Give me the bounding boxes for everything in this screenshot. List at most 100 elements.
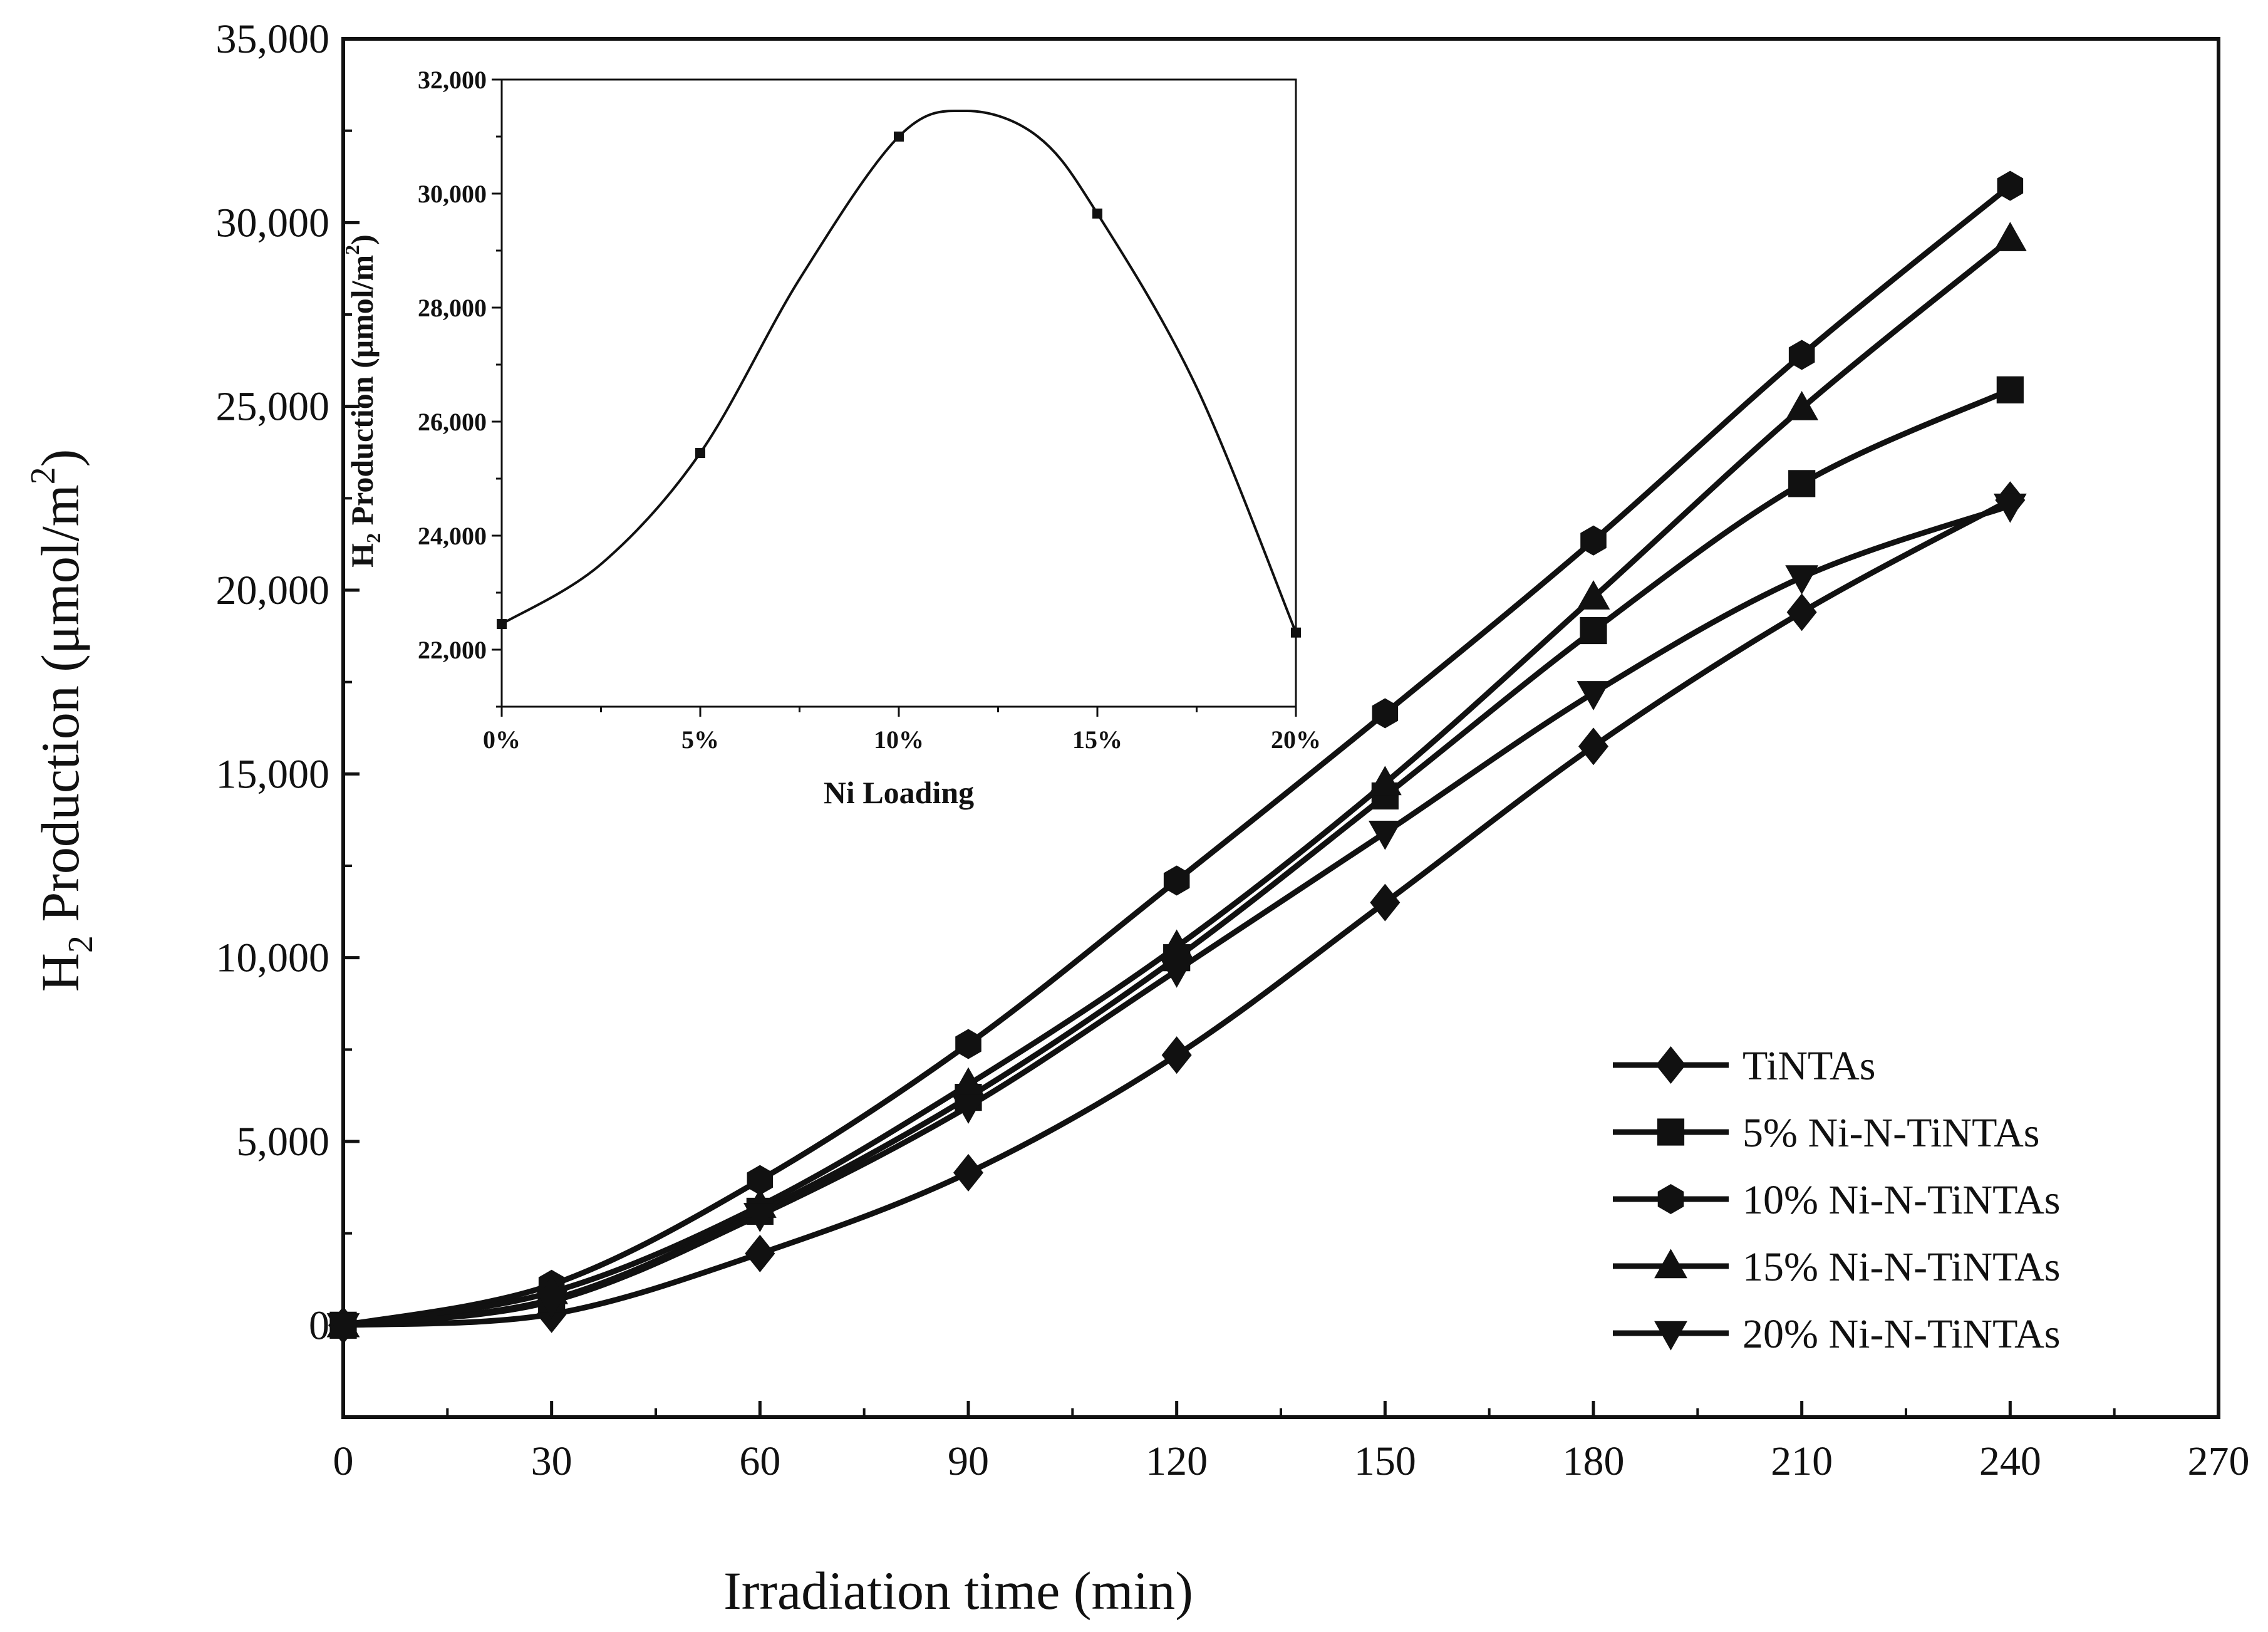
inset-y-axis-title-rest: Production (μmol/m (344, 255, 380, 533)
y-tick-label: 15,000 (216, 751, 330, 797)
data-point (1577, 580, 1610, 610)
series-line (343, 497, 2012, 1328)
y-tick-label: 20,000 (216, 568, 330, 613)
y-tick-label: 30,000 (216, 200, 330, 246)
legend-marker (1657, 1184, 1684, 1214)
inset-x-tick-label: 15% (1072, 725, 1122, 754)
data-point (1785, 391, 1819, 420)
inset-plot-frame (500, 78, 1297, 708)
y-axis-title-rest: Production (μmol/m (30, 484, 90, 935)
legend-label: TiNTAs (1742, 1043, 1875, 1089)
x-tick-label: 90 (948, 1438, 989, 1484)
inset-y-tick-label: 32,000 (418, 66, 487, 94)
inset-y-tick-label: 30,000 (418, 180, 487, 208)
data-point (743, 1203, 777, 1232)
legend: TiNTAs 5% Ni-N-TiNTAs 10% Ni-N-TiNTAs 15% N… (1613, 1043, 2060, 1357)
inset-data-point (1092, 208, 1102, 219)
legend-marker (1654, 1321, 1687, 1351)
inset-ticks (492, 78, 1297, 717)
x-tick-label: 240 (1979, 1438, 2041, 1484)
main-series-markers (326, 170, 2027, 1344)
main-ticks (341, 37, 2220, 1418)
legend-label: 10% Ni-N-TiNTAs (1742, 1177, 2060, 1223)
inset-y-tick-label: 22,000 (418, 636, 487, 664)
data-point (1580, 525, 1607, 556)
data-point (955, 1029, 981, 1059)
series-line (343, 237, 2012, 1328)
y-axis-title-sub: 2 (61, 935, 100, 953)
data-point (1580, 616, 1607, 645)
y-tick-label: 10,000 (216, 935, 330, 981)
data-point (1372, 698, 1399, 729)
inset-x-tick-label: 10% (874, 725, 924, 754)
x-tick-label: 120 (1146, 1438, 1208, 1484)
data-point (1370, 883, 1401, 922)
data-point (1788, 340, 1815, 370)
x-axis-title: Irradiation time (min) (723, 1561, 1193, 1621)
x-tick-label: 210 (1771, 1438, 1833, 1484)
inset-y-axis-title-main: H (344, 543, 380, 568)
data-point (1160, 929, 1194, 959)
data-point (1578, 727, 1608, 766)
data-point (1163, 865, 1190, 896)
inset-y-axis-title-sup: 2 (341, 245, 363, 255)
data-point (1368, 766, 1402, 796)
inset-x-tick-label: 0% (483, 725, 520, 754)
inset-x-axis-title: Ni Loading (824, 775, 974, 810)
data-point (1577, 681, 1610, 710)
y-axis-title-sup: 2 (24, 467, 63, 484)
inset-markers (497, 132, 1301, 638)
legend-label: 15% Ni-N-TiNTAs (1742, 1244, 2060, 1290)
data-point (326, 1313, 360, 1343)
data-point (745, 1234, 775, 1272)
inset-y-tick-label: 28,000 (418, 294, 487, 322)
x-tick-label: 30 (531, 1438, 572, 1484)
x-tick-label: 270 (2188, 1438, 2250, 1484)
data-point (747, 1165, 774, 1195)
inset-data-point (1291, 627, 1301, 638)
series-line (343, 184, 2012, 1328)
data-point (951, 1067, 985, 1097)
data-point (1993, 493, 2027, 523)
inset-x-tick-label: 5% (681, 725, 719, 754)
x-tick-label: 0 (333, 1438, 354, 1484)
inset-y-tick-label: 24,000 (418, 522, 487, 550)
inset-data-point (894, 132, 904, 142)
data-point (1786, 593, 1817, 631)
inset-y-axis-title: H2 Production (μmol/m2) (341, 234, 385, 568)
legend-marker (1657, 1118, 1685, 1146)
y-axis-title: H2 Production (μmol/m2) (24, 449, 100, 992)
inset-y-axis-title-close: ) (344, 234, 380, 245)
legend-label: 5% Ni-N-TiNTAs (1742, 1110, 2039, 1156)
y-tick-label: 25,000 (216, 384, 330, 430)
data-point (1160, 959, 1194, 988)
legend-label: 20% Ni-N-TiNTAs (1742, 1311, 2060, 1357)
data-point (535, 1289, 569, 1319)
inset-curve (500, 109, 1297, 633)
inset-data-point (695, 448, 705, 459)
data-point (1368, 821, 1402, 850)
inset-data-point (497, 619, 507, 630)
data-point (1996, 376, 2024, 403)
data-point (951, 1094, 985, 1124)
y-tick-label: 5,000 (237, 1119, 330, 1165)
y-axis-title-close: ) (30, 449, 90, 467)
data-point (1161, 1036, 1192, 1074)
x-tick-label: 180 (1563, 1438, 1625, 1484)
data-point (953, 1153, 983, 1192)
main-tick-labels: 0 30 60 90 120 150 180 210 240 270 0 5,000 10,000 15,… (216, 16, 2250, 1484)
y-tick-label: 0 (309, 1302, 329, 1348)
inset-tick-labels: 0% 5% 10% 15% 20% 22,000 24,000 26,000 28,000 30,… (418, 66, 1321, 754)
data-point (1997, 170, 2024, 201)
y-axis-title-main: H (30, 953, 90, 992)
data-point (1993, 222, 2027, 251)
data-point (1785, 565, 1819, 595)
x-tick-label: 60 (739, 1438, 780, 1484)
inset-y-axis-title-sub: 2 (362, 533, 385, 543)
inset-x-tick-label: 20% (1271, 725, 1321, 754)
legend-marker (1654, 1249, 1687, 1279)
inset-y-tick-label: 26,000 (418, 408, 487, 436)
legend-marker (1655, 1046, 1686, 1084)
x-tick-label: 150 (1354, 1438, 1416, 1484)
